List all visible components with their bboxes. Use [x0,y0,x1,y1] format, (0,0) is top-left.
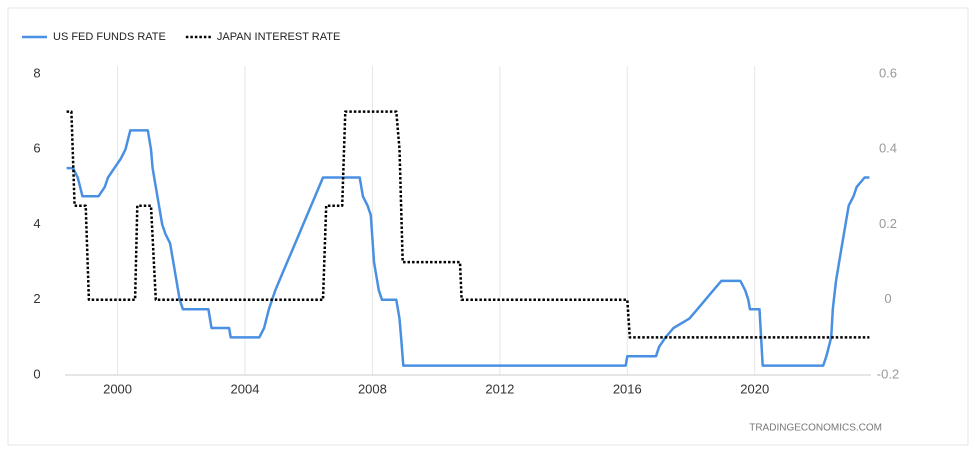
y2-tick-label: 0 [884,291,891,306]
legend-label: US FED FUNDS RATE [53,31,166,43]
y2-tick-label: 0.6 [879,65,897,80]
source: TRADINGECONOMICS.COM [749,423,882,434]
legend-label: JAPAN INTEREST RATE [217,31,340,43]
x-tick-label: 2020 [740,381,769,396]
y2-tick-label: 0.2 [879,216,897,231]
x-tick-label: 2000 [103,381,132,396]
series-line [66,110,870,339]
y-tick-label: 8 [33,65,40,80]
y2-tick-label: -0.2 [877,366,899,381]
frame [7,7,969,446]
x-tick-label: 2016 [613,381,642,396]
x-tick-label: 2004 [231,381,260,396]
x-tick-label: 2008 [358,381,387,396]
x-tick-label: 2012 [485,381,514,396]
y2-tick-label: 0.4 [879,141,897,156]
y-tick-label: 2 [33,291,40,306]
y-tick-label: 0 [33,366,40,381]
y-tick-label: 6 [33,141,40,156]
series-line [66,129,870,367]
y-tick-label: 4 [33,216,40,231]
